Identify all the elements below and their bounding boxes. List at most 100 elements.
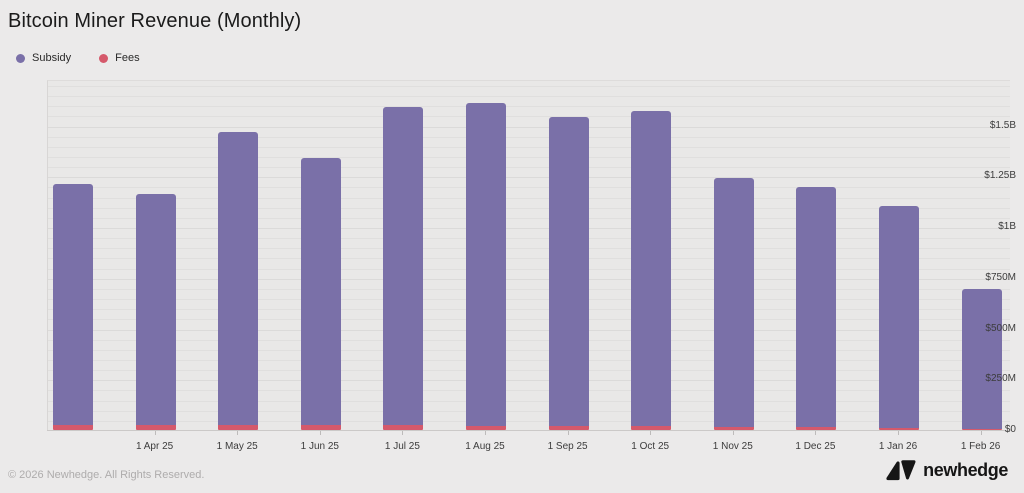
x-axis-label: 1 Jun 25 <box>300 441 339 452</box>
y-axis-label: $0 <box>1004 424 1016 435</box>
x-axis-tick <box>898 431 899 435</box>
gridline <box>48 340 1010 341</box>
fees-segment <box>300 424 341 430</box>
subsidy-segment <box>713 178 754 427</box>
gridline <box>48 106 1010 107</box>
fees-swatch-icon <box>99 53 109 63</box>
bar-1-oct-25[interactable] <box>631 111 672 430</box>
newhedge-logo-icon <box>886 460 916 481</box>
bar-1-nov-25[interactable] <box>713 178 754 430</box>
y-axis-label: $1B <box>998 221 1016 232</box>
bar-1-feb-26[interactable] <box>961 288 1002 430</box>
gridline <box>48 147 1010 148</box>
fees-segment <box>961 428 1002 430</box>
subsidy-segment <box>466 103 506 426</box>
gridline <box>48 370 1010 371</box>
x-axis-label: 1 Jul 25 <box>384 441 420 452</box>
subsidy-segment <box>383 107 424 425</box>
gridline <box>48 126 1010 128</box>
brand-name: newhedge <box>923 459 1008 480</box>
x-axis-tick <box>237 431 239 435</box>
legend: Subsidy Fees <box>16 52 140 64</box>
x-axis-tick <box>154 431 156 435</box>
x-axis-label: 1 Sep 25 <box>547 441 588 452</box>
fees-segment <box>218 424 259 430</box>
bar-1-jan-26[interactable] <box>879 206 919 430</box>
x-axis-label: 1 Nov 25 <box>712 441 753 452</box>
y-axis-label: $250M <box>985 373 1016 385</box>
bar-1-jun-25[interactable] <box>300 158 341 430</box>
gridline <box>48 218 1010 219</box>
bar-1-aug-25[interactable] <box>466 103 506 430</box>
x-axis-tick <box>980 431 982 435</box>
x-axis-tick <box>485 431 486 435</box>
bar-1-sep-25[interactable] <box>548 117 589 430</box>
y-axis-label: $1.25B <box>984 170 1016 182</box>
gridline <box>48 248 1010 249</box>
x-axis-label: 1 May 25 <box>216 441 258 452</box>
gridline <box>48 309 1010 310</box>
subsidy-segment <box>631 111 672 426</box>
newhedge-logo: newhedge <box>886 459 1008 481</box>
y-axis-label: $750M <box>985 271 1016 283</box>
gridline <box>48 360 1010 361</box>
gridline <box>48 86 1010 87</box>
gridline <box>48 187 1010 188</box>
gridline <box>48 319 1010 320</box>
x-axis-label: 1 Dec 25 <box>795 441 836 452</box>
legend-label-subsidy: Subsidy <box>32 52 72 64</box>
gridline <box>48 390 1010 391</box>
copyright-text: © 2026 Newhedge. All Rights Reserved. <box>8 469 205 481</box>
subsidy-segment <box>218 131 259 425</box>
subsidy-segment <box>961 288 1002 429</box>
x-axis-tick <box>402 431 404 435</box>
gridline <box>48 269 1010 270</box>
bar-1-jul-25[interactable] <box>383 107 424 430</box>
x-axis-tick <box>650 431 652 435</box>
page-title: Bitcoin Miner Revenue (Monthly) <box>8 10 302 32</box>
bar-1-dec-25[interactable] <box>796 187 837 430</box>
fees-segment <box>383 424 424 430</box>
gridline <box>48 198 1010 199</box>
gridline <box>48 208 1010 209</box>
gridline <box>48 116 1010 117</box>
gridline <box>48 350 1010 351</box>
bar-1-may-25[interactable] <box>218 131 259 430</box>
gridline <box>48 157 1010 158</box>
bar-first[interactable] <box>53 184 93 430</box>
subsidy-segment <box>300 158 341 425</box>
legend-label-fees: Fees <box>115 52 140 64</box>
subsidy-segment <box>879 206 919 429</box>
fees-segment <box>631 425 672 430</box>
x-axis-label: 1 Jan 26 <box>878 441 918 452</box>
gridline <box>48 96 1010 97</box>
bar-1-apr-25[interactable] <box>135 193 176 430</box>
x-axis-label: 1 Oct 25 <box>631 441 670 452</box>
gridline <box>48 167 1010 168</box>
gridline <box>48 278 1010 280</box>
legend-item-subsidy[interactable]: Subsidy <box>16 52 71 64</box>
subsidy-segment <box>548 117 589 426</box>
legend-item-fees[interactable]: Fees <box>99 52 140 64</box>
fees-segment <box>796 426 837 430</box>
x-axis-tick <box>732 431 734 435</box>
gridline <box>48 137 1010 138</box>
fees-segment <box>466 425 506 430</box>
subsidy-segment <box>135 193 176 425</box>
fees-segment <box>713 426 754 430</box>
gridline <box>48 421 1010 422</box>
subsidy-segment <box>53 184 93 425</box>
y-axis-label: $1.5B <box>989 119 1016 131</box>
y-axis-label: $500M <box>985 322 1016 334</box>
gridline <box>48 177 1010 179</box>
x-axis-label: 1 Aug 25 <box>465 441 505 452</box>
x-axis-tick <box>815 431 817 435</box>
plot-area <box>47 80 1010 430</box>
gridline <box>48 228 1010 229</box>
gridline <box>48 411 1010 412</box>
subsidy-segment <box>796 187 837 427</box>
fees-segment <box>879 428 919 430</box>
subsidy-swatch-icon <box>16 53 25 63</box>
gridline <box>48 329 1010 331</box>
